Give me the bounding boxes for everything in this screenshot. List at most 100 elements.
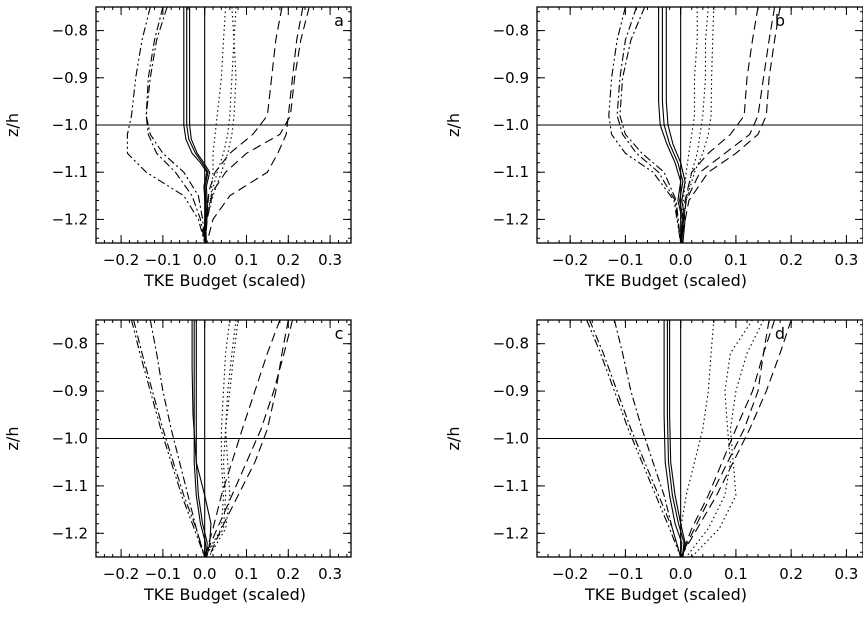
series-line-dashdotdot (130, 320, 206, 557)
panel-label: d (775, 324, 785, 343)
x-tick-label: 0.2 (276, 251, 300, 269)
series-line-solid (661, 7, 684, 243)
series-line-dashdotdot (608, 7, 682, 243)
x-tick-label: −0.2 (103, 251, 139, 269)
series-line-dashdot (133, 320, 206, 557)
series-line-dotted (680, 7, 715, 243)
series-line-dashdot (149, 320, 206, 557)
x-tick-label: −0.2 (552, 251, 588, 269)
series-line-dotted (691, 320, 764, 557)
series-line-solid (186, 7, 209, 243)
series-line-dotted (680, 320, 715, 557)
series-line-dashdot (619, 7, 682, 243)
series-line-dotted (204, 7, 237, 243)
panel-label: b (775, 11, 785, 30)
y-tick-label: −0.8 (493, 22, 529, 40)
series-line-dashed (680, 7, 776, 243)
series-line-solid (665, 7, 686, 243)
y-axis-label: z/h (444, 113, 463, 137)
y-axis-label: z/h (3, 113, 22, 137)
panel-c: −0.2 −0.1 0.0 0.1 0.2 0.3 −0.8 −0.9 −1.0 −1.1 −1.2… (3, 319, 352, 604)
series-line-solid (666, 320, 685, 557)
series-line-dashdot (588, 320, 682, 557)
y-tick-label: −1.2 (493, 210, 529, 228)
x-tick-label: −0.2 (552, 565, 588, 583)
y-tick-label: −1.0 (52, 116, 88, 134)
series-line-dashdotdot (126, 7, 206, 243)
panel-d: −0.2 −0.1 0.0 0.1 0.2 0.3 −0.8 −0.9 −1.0 −1.1 −1.2… (444, 319, 863, 604)
y-tick-label: −1.1 (493, 163, 529, 181)
series-line-dashdot (616, 7, 682, 243)
x-tick-label: 0.2 (779, 251, 803, 269)
series-group (586, 320, 792, 557)
series-line-dotted (204, 320, 237, 557)
x-tick-label: 0.3 (318, 565, 342, 583)
series-line-dashdot (613, 320, 682, 557)
series-line-solid (193, 320, 207, 557)
x-tick-label: −0.1 (145, 565, 181, 583)
y-tick-label: −1.0 (52, 430, 88, 448)
x-tick-label: 0.0 (193, 251, 217, 269)
x-tick-label: 0.1 (724, 565, 748, 583)
x-axis-label: TKE Budget (scaled) (143, 271, 306, 290)
x-tick-label: −0.1 (145, 251, 181, 269)
y-tick-label: −0.8 (52, 22, 88, 40)
series-line-dotted (685, 320, 753, 557)
y-tick-label: −1.2 (52, 210, 88, 228)
x-tick-label: −0.2 (103, 565, 139, 583)
panel-label: a (334, 11, 344, 30)
series-line-dotted (680, 7, 709, 243)
panel-label: c (335, 324, 344, 343)
series-line-dashed (204, 320, 281, 557)
series-line-dashed (204, 320, 294, 557)
x-tick-label: 0.1 (235, 251, 259, 269)
x-tick-label: −0.1 (607, 565, 643, 583)
y-tick-label: −0.9 (52, 382, 88, 400)
y-axis-label: z/h (444, 427, 463, 451)
y-tick-label: −0.8 (493, 335, 529, 353)
y-tick-label: −0.9 (52, 69, 88, 87)
y-tick-label: −1.1 (52, 163, 88, 181)
y-tick-label: −1.2 (493, 524, 529, 542)
panel-b: −0.2 −0.1 0.0 0.1 0.2 0.3 −0.8 −0.9 −1.0 −1.1 −1.2… (444, 6, 863, 290)
y-tick-label: −1.0 (493, 116, 529, 134)
series-line-solid (663, 320, 683, 557)
series-line-solid (183, 7, 208, 243)
series-line-dotted (680, 7, 698, 243)
series-line-dashdot (145, 7, 206, 243)
x-tick-label: 0.0 (669, 251, 693, 269)
x-tick-label: 0.3 (318, 251, 342, 269)
series-line-dashdot (145, 7, 206, 243)
series-group (126, 7, 310, 243)
series-line-dashed (204, 7, 283, 243)
series-line-dashed (680, 320, 770, 557)
x-axis-label: TKE Budget (scaled) (584, 585, 747, 604)
x-tick-label: 0.3 (834, 251, 858, 269)
y-axis-label: z/h (3, 427, 22, 451)
series-line-dashdotdot (586, 320, 682, 557)
y-tick-label: −1.1 (493, 477, 529, 495)
y-tick-label: −0.9 (493, 69, 529, 87)
series-group (130, 320, 294, 557)
panel-a: −0.2 −0.1 0.0 0.1 0.2 0.3 −0.8 −0.9 −1.0 −1.1 −1.2… (3, 6, 352, 290)
x-tick-label: 0.1 (235, 565, 259, 583)
series-group (608, 7, 781, 243)
x-tick-label: −0.1 (607, 251, 643, 269)
x-tick-label: 0.3 (834, 565, 858, 583)
series-line-dashed (206, 7, 304, 243)
x-tick-label: 0.1 (724, 251, 748, 269)
series-line-dotted (208, 320, 239, 557)
x-tick-label: 0.0 (669, 565, 693, 583)
series-line-dashed (680, 7, 781, 243)
x-axis-label: TKE Budget (scaled) (143, 585, 306, 604)
x-axis-label: TKE Budget (scaled) (584, 271, 747, 290)
x-tick-label: 0.0 (193, 565, 217, 583)
y-tick-label: −0.8 (52, 335, 88, 353)
series-line-solid (658, 7, 683, 243)
y-tick-label: −1.0 (493, 430, 529, 448)
x-tick-label: 0.2 (276, 565, 300, 583)
x-tick-label: 0.2 (779, 565, 803, 583)
series-line-dashed (680, 320, 776, 557)
y-tick-label: −1.2 (52, 524, 88, 542)
